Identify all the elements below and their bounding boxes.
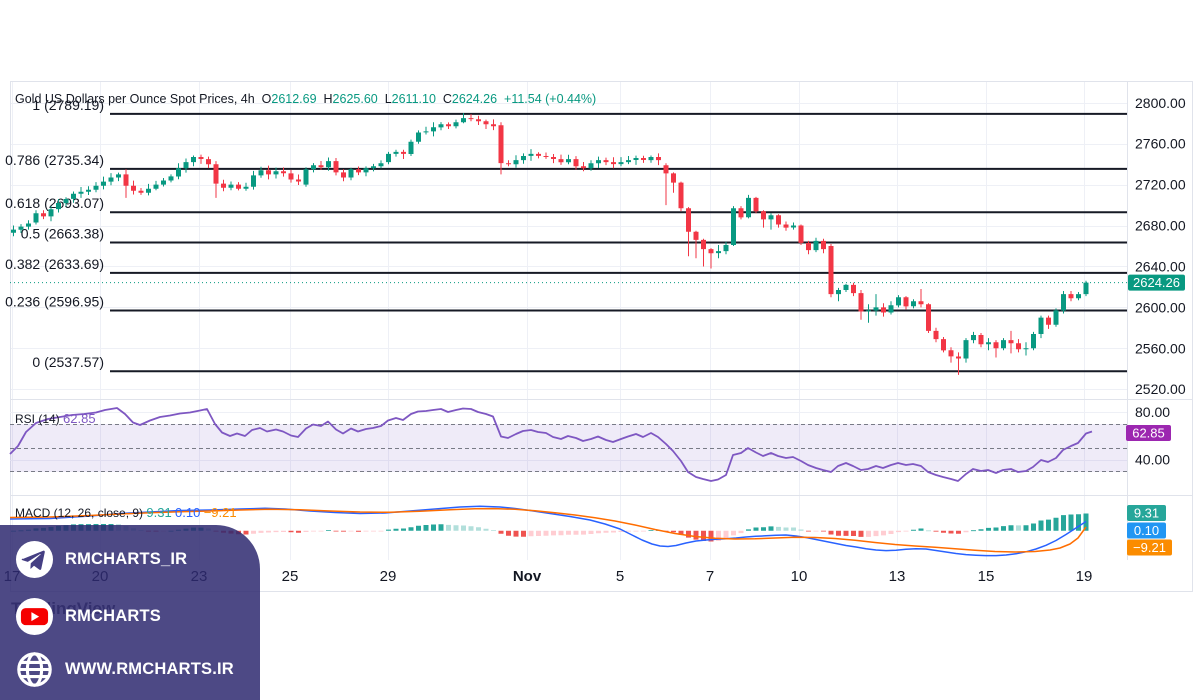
svg-text:MACD (12, 26, close, 9) 9.31 0: MACD (12, 26, close, 9) 9.31 0.10 −9.21: [15, 505, 237, 520]
svg-text:Gold US Dollars per Ounce Spot: Gold US Dollars per Ounce Spot Prices, 4…: [15, 92, 596, 106]
svg-text:25: 25: [282, 568, 299, 585]
svg-text:0.786 (2735.34): 0.786 (2735.34): [5, 152, 104, 168]
svg-text:1 (2789.19): 1 (2789.19): [32, 97, 104, 113]
svg-text:19: 19: [1076, 568, 1093, 585]
svg-text:RSI (14) 62.85: RSI (14) 62.85: [15, 411, 96, 426]
svg-text:−9.21: −9.21: [1133, 540, 1166, 555]
svg-text:0.618 (2693.07): 0.618 (2693.07): [5, 195, 104, 211]
svg-text:10: 10: [791, 568, 808, 585]
svg-text:29: 29: [380, 568, 397, 585]
svg-text:0.5 (2663.38): 0.5 (2663.38): [21, 226, 104, 242]
svg-text:2560.00: 2560.00: [1135, 340, 1186, 356]
svg-text:Nov: Nov: [513, 568, 542, 585]
svg-text:0.10: 0.10: [1134, 523, 1159, 538]
svg-text:0.382 (2633.69): 0.382 (2633.69): [5, 256, 104, 272]
svg-text:2760.00: 2760.00: [1135, 136, 1186, 152]
svg-text:80.00: 80.00: [1135, 404, 1170, 420]
svg-text:9.31: 9.31: [1134, 506, 1159, 521]
svg-text:2720.00: 2720.00: [1135, 177, 1186, 193]
svg-text:2520.00: 2520.00: [1135, 381, 1186, 397]
svg-text:2800.00: 2800.00: [1135, 95, 1186, 111]
svg-text:5: 5: [616, 568, 624, 585]
svg-text:2680.00: 2680.00: [1135, 218, 1186, 234]
svg-text:15: 15: [978, 568, 995, 585]
svg-text:2624.26: 2624.26: [1133, 275, 1180, 290]
svg-text:13: 13: [889, 568, 906, 585]
svg-text:0.236 (2596.95): 0.236 (2596.95): [5, 294, 104, 310]
svg-text:0 (2537.57): 0 (2537.57): [32, 354, 104, 370]
svg-text:7: 7: [706, 568, 714, 585]
svg-text:2600.00: 2600.00: [1135, 299, 1186, 315]
svg-text:2640.00: 2640.00: [1135, 259, 1186, 275]
svg-text:62.85: 62.85: [1132, 426, 1165, 441]
svg-text:40.00: 40.00: [1135, 451, 1170, 467]
